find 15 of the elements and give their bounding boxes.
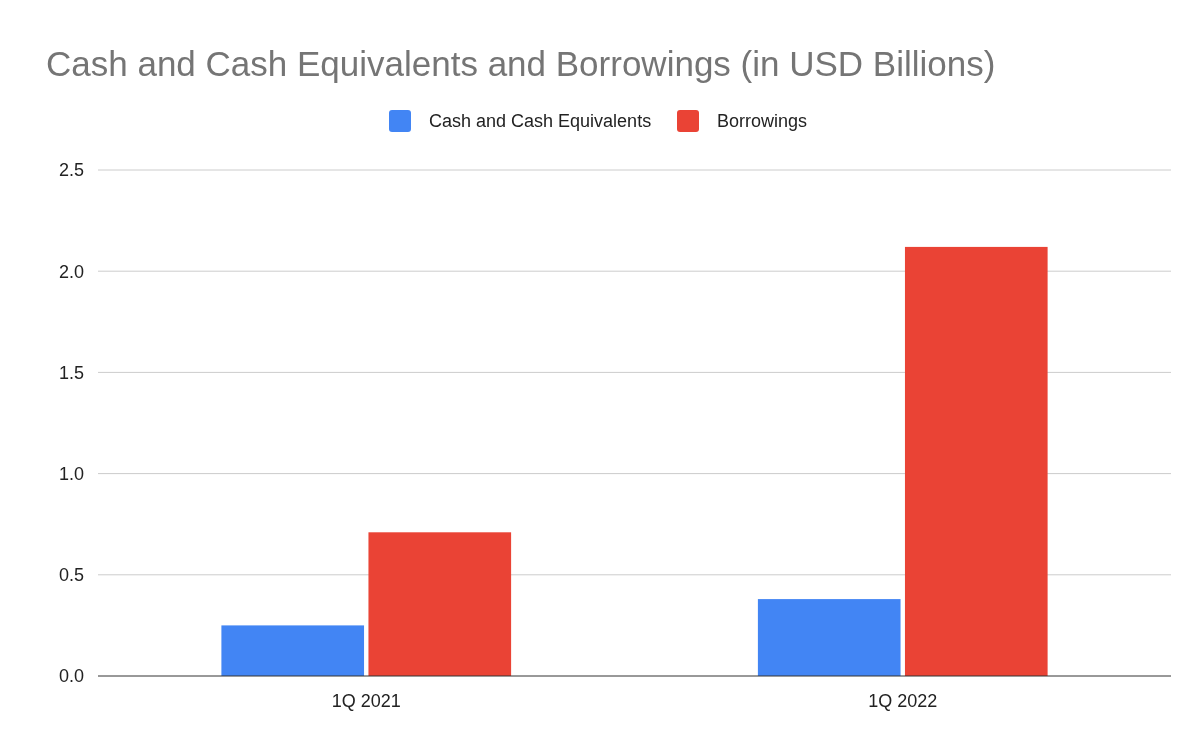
bar — [757, 599, 901, 676]
legend-label: Cash and Cash Equivalents — [429, 111, 652, 132]
y-tick-label: 0.0 — [58, 666, 84, 687]
chart-title: Cash and Cash Equivalents and Borrowings (in USD Billions) — [46, 44, 996, 83]
y-tick-label: 2.5 — [58, 160, 84, 181]
y-tick-label: 0.5 — [58, 565, 84, 586]
y-tick-label: 1.5 — [58, 362, 84, 383]
legend-label: Borrowings — [717, 111, 808, 132]
x-tick-label: 1Q 2022 — [868, 691, 938, 711]
bar — [904, 246, 1048, 676]
bar — [221, 625, 365, 676]
bar — [368, 532, 512, 676]
y-tick-label: 2.0 — [58, 261, 84, 282]
x-tick-label: 1Q 2021 — [331, 691, 401, 711]
y-tick-label: 1.0 — [58, 463, 84, 484]
